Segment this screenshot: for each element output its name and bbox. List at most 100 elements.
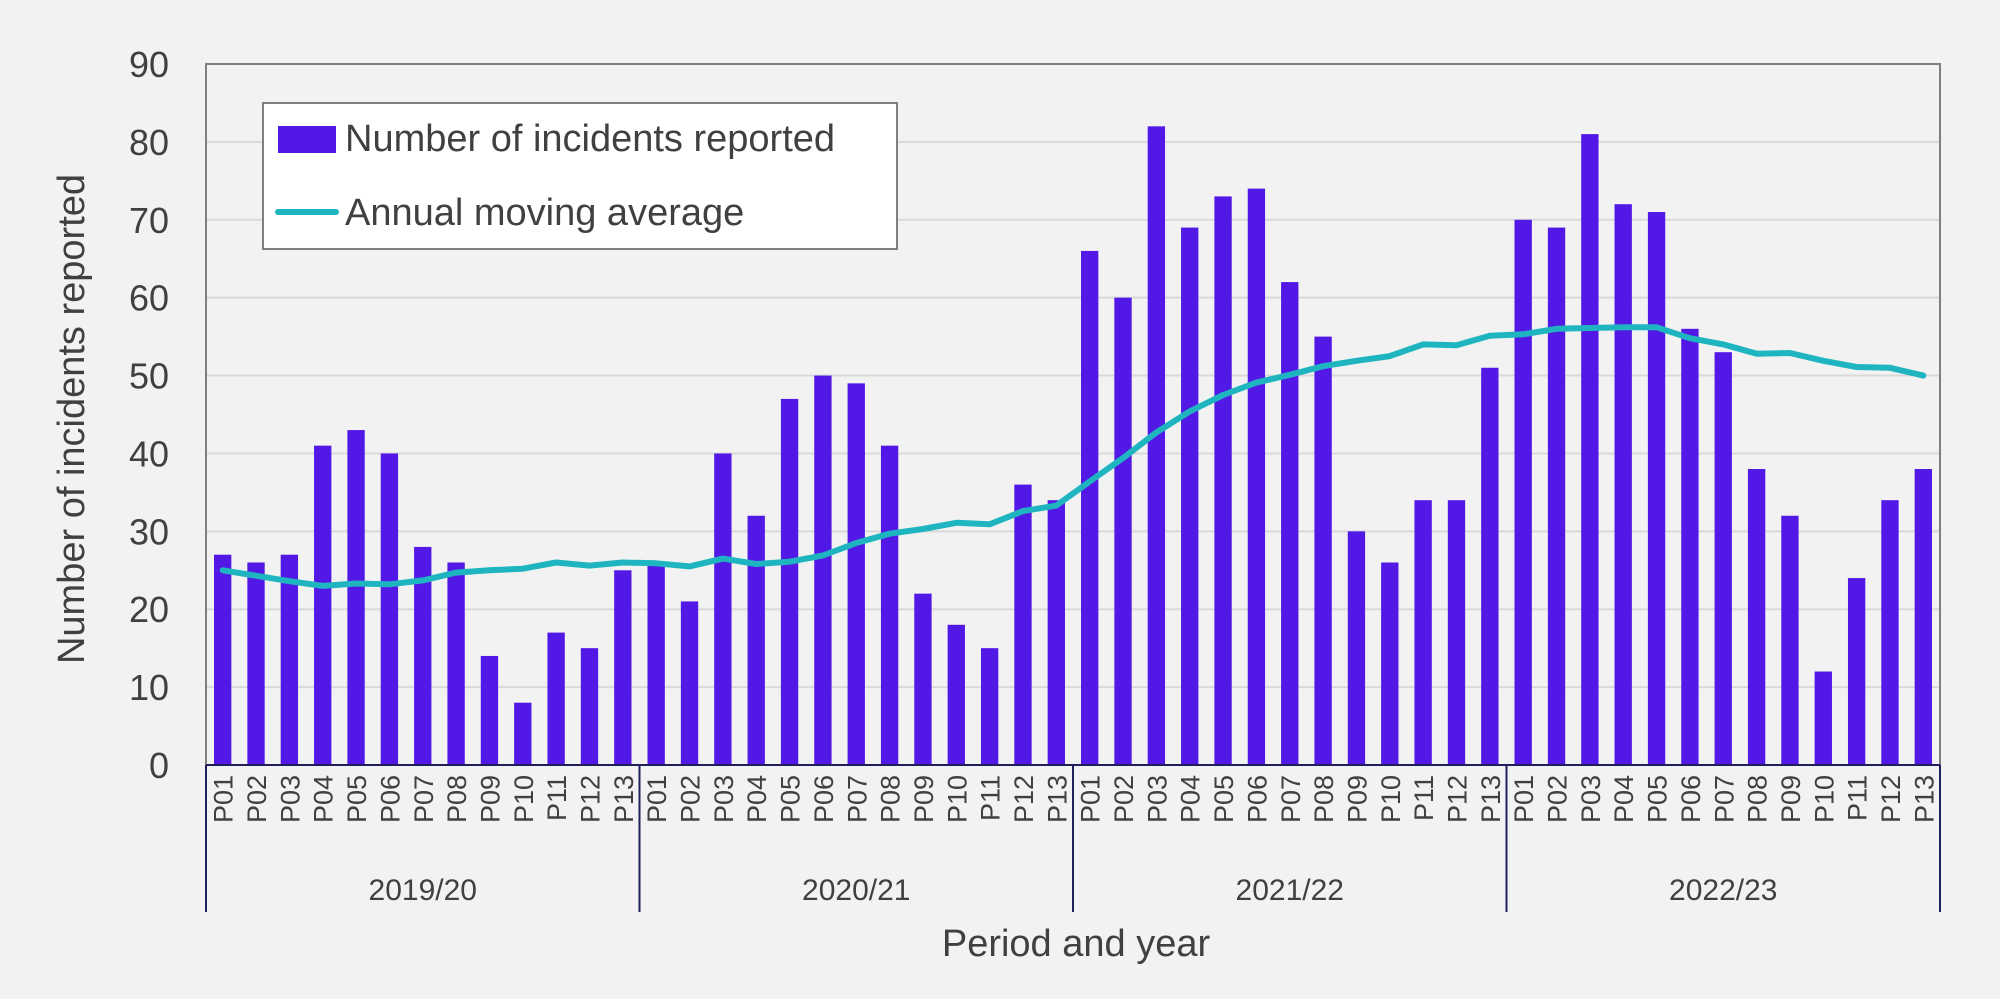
year-group-label: 2019/20 (369, 874, 477, 907)
moving-average-series (219, 324, 1927, 589)
bar (547, 632, 565, 765)
bar (1147, 126, 1166, 766)
x-tick-label: P10 (942, 775, 972, 823)
x-tick-label: P12 (1443, 775, 1473, 823)
x-tick-label: P05 (1643, 775, 1673, 823)
bar (1447, 500, 1466, 765)
y-tick-label: 70 (129, 200, 169, 241)
x-tick-label: P07 (409, 775, 439, 823)
bar (914, 593, 932, 765)
bar (680, 601, 699, 765)
x-tick-label: P10 (1809, 775, 1839, 823)
bar (747, 515, 765, 765)
moving-average-line (219, 324, 1927, 589)
x-axis-ticks: P01 P02 P03 P04 P05 P06 P07 P08 P09 P10 P11 P12 P13 P… (205, 765, 1941, 912)
x-tick-label: P11 (1843, 775, 1873, 821)
legend: Number of incidents reported Annual movi… (262, 102, 898, 250)
x-tick-label: P02 (242, 775, 272, 823)
x-tick-label: P11 (542, 775, 572, 821)
y-axis-ticks: 0 10 20 30 40 50 60 70 80 90 (129, 44, 169, 786)
x-tick-label: P04 (309, 775, 339, 823)
y-tick-label: 10 (129, 667, 169, 708)
bar (1547, 227, 1566, 766)
x-tick-label: P03 (1142, 775, 1172, 823)
bar (1847, 578, 1866, 765)
bar (1781, 515, 1799, 765)
bar (1747, 469, 1766, 765)
x-tick-label: P05 (342, 775, 372, 823)
bar (980, 648, 999, 765)
x-tick-label: P02 (1109, 775, 1139, 823)
bar (1514, 219, 1532, 765)
x-tick-label: P09 (909, 775, 939, 823)
x-tick-label: P02 (1543, 775, 1573, 823)
y-tick-label: 40 (129, 433, 169, 474)
bar (280, 554, 299, 765)
x-tick-label: P07 (1276, 775, 1306, 823)
x-tick-label: P11 (1409, 775, 1439, 821)
y-tick-label: 80 (129, 122, 169, 163)
x-tick-label: P09 (1776, 775, 1806, 823)
x-tick-label: P09 (475, 775, 505, 823)
bar (1214, 196, 1232, 765)
x-tick-label: P12 (1009, 775, 1039, 823)
bar (347, 430, 365, 765)
x-tick-label: P04 (1609, 775, 1639, 823)
x-tick-label: P01 (642, 775, 672, 823)
x-tick-label: P03 (709, 775, 739, 823)
bar (1881, 500, 1899, 765)
bar (947, 624, 965, 765)
x-tick-label: P12 (1876, 775, 1906, 823)
x-tick-label: P06 (809, 775, 839, 823)
bar (1347, 531, 1366, 765)
x-tick-label: P01 (1509, 775, 1539, 823)
bar (1181, 227, 1199, 766)
bar (1714, 352, 1732, 765)
bar (1114, 297, 1132, 765)
bar (647, 562, 665, 765)
bar (580, 648, 599, 765)
x-tick-label: P04 (1176, 775, 1206, 823)
bar (247, 562, 265, 765)
x-tick-label: P13 (609, 775, 639, 823)
y-tick-label: 30 (129, 511, 169, 552)
bar (380, 453, 399, 765)
x-tick-label: P07 (842, 775, 872, 823)
x-tick-label: P09 (1342, 775, 1372, 823)
bar (314, 445, 332, 765)
bar (714, 453, 732, 765)
bar (1581, 134, 1599, 766)
x-tick-label: P03 (275, 775, 305, 823)
bar (614, 570, 632, 765)
bar (1014, 484, 1032, 765)
bar (880, 445, 899, 765)
bar (514, 702, 532, 765)
x-tick-label: P05 (1209, 775, 1239, 823)
bar (214, 554, 232, 765)
y-tick-label: 20 (129, 589, 169, 630)
x-tick-label: P01 (1076, 775, 1106, 823)
bar (1281, 282, 1299, 765)
x-tick-label: P06 (1676, 775, 1706, 823)
x-tick-label: P06 (1242, 775, 1272, 823)
bar (1814, 671, 1832, 765)
x-tick-label: P06 (375, 775, 405, 823)
y-tick-label: 90 (129, 44, 169, 85)
x-tick-label: P08 (1743, 775, 1773, 823)
y-tick-label: 0 (149, 745, 169, 786)
bar (1314, 336, 1332, 765)
x-tick-label: P12 (576, 775, 606, 823)
bar (814, 375, 832, 765)
x-tick-label: P10 (1376, 775, 1406, 823)
bar (480, 655, 499, 765)
bar (780, 398, 799, 765)
x-tick-label: P02 (676, 775, 706, 823)
x-tick-label: P13 (1909, 775, 1939, 823)
bar (1414, 500, 1432, 765)
x-tick-label: P13 (1042, 775, 1072, 823)
bar (1681, 328, 1699, 765)
bar (1081, 250, 1099, 765)
bar (1614, 204, 1632, 765)
legend-label-bars: Number of incidents reported (345, 118, 835, 160)
x-tick-label: P07 (1709, 775, 1739, 823)
